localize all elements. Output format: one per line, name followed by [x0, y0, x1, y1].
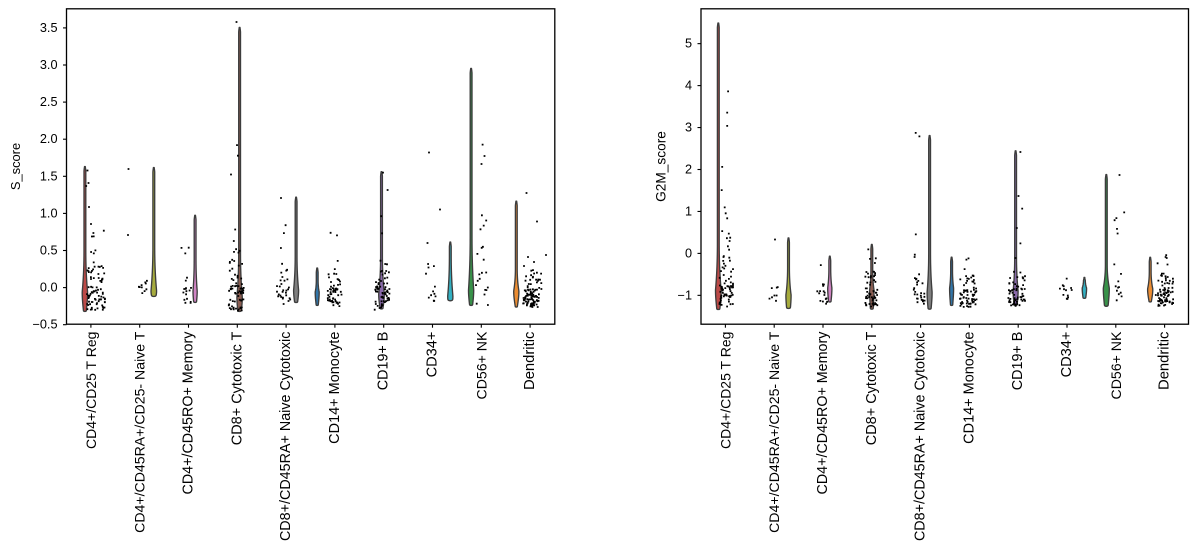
svg-text:CD56+ NK: CD56+ NK — [473, 331, 489, 399]
svg-text:CD8+/CD45RA+ Naive Cytotoxic: CD8+/CD45RA+ Naive Cytotoxic — [913, 332, 929, 541]
svg-text:CD8+ Cytotoxic T: CD8+ Cytotoxic T — [229, 331, 245, 445]
svg-text:CD8+ Cytotoxic T: CD8+ Cytotoxic T — [864, 331, 880, 445]
svg-text:CD34+: CD34+ — [1059, 332, 1075, 378]
svg-text:CD14+ Monocyte: CD14+ Monocyte — [327, 332, 343, 444]
svg-text:G2M_score: G2M_score — [654, 131, 669, 202]
svg-text:CD4+/CD25 T Reg: CD4+/CD25 T Reg — [717, 332, 733, 449]
svg-text:1: 1 — [685, 204, 692, 218]
svg-text:2.0: 2.0 — [40, 132, 58, 146]
svg-text:1.5: 1.5 — [40, 169, 58, 183]
svg-text:CD19+ B: CD19+ B — [376, 332, 392, 391]
svg-text:CD4+/CD45RA+/CD25- Naive T: CD4+/CD45RA+/CD25- Naive T — [766, 331, 782, 533]
svg-text:2.5: 2.5 — [40, 95, 58, 109]
svg-text:Dendritic: Dendritic — [1157, 331, 1173, 390]
svg-text:5: 5 — [685, 37, 692, 51]
svg-text:0.0: 0.0 — [40, 281, 58, 295]
svg-text:CD19+ B: CD19+ B — [1010, 332, 1026, 391]
svg-text:1.0: 1.0 — [40, 206, 58, 220]
svg-text:−1: −1 — [678, 288, 692, 302]
svg-text:CD56+ NK: CD56+ NK — [1108, 331, 1124, 399]
svg-text:CD8+/CD45RA+ Naive Cytotoxic: CD8+/CD45RA+ Naive Cytotoxic — [278, 332, 294, 541]
svg-text:0.5: 0.5 — [40, 244, 58, 258]
svg-text:3: 3 — [685, 121, 692, 135]
svg-text:−0.5: −0.5 — [32, 318, 57, 332]
svg-text:Dendritic: Dendritic — [522, 331, 538, 390]
svg-text:S_score: S_score — [8, 143, 23, 190]
svg-text:CD14+ Monocyte: CD14+ Monocyte — [961, 332, 977, 444]
svg-text:CD4+/CD45RO+ Memory: CD4+/CD45RO+ Memory — [815, 331, 831, 495]
svg-text:CD4+/CD25 T Reg: CD4+/CD25 T Reg — [83, 332, 99, 449]
svg-text:3.5: 3.5 — [40, 21, 58, 35]
svg-text:4: 4 — [685, 79, 692, 93]
svg-text:CD4+/CD45RO+ Memory: CD4+/CD45RO+ Memory — [181, 331, 197, 495]
svg-text:CD34+: CD34+ — [425, 332, 441, 378]
svg-text:2: 2 — [685, 163, 692, 177]
svg-text:CD4+/CD45RA+/CD25- Naive T: CD4+/CD45RA+/CD25- Naive T — [132, 331, 148, 533]
svg-text:0: 0 — [685, 246, 692, 260]
svg-text:3.0: 3.0 — [40, 58, 58, 72]
